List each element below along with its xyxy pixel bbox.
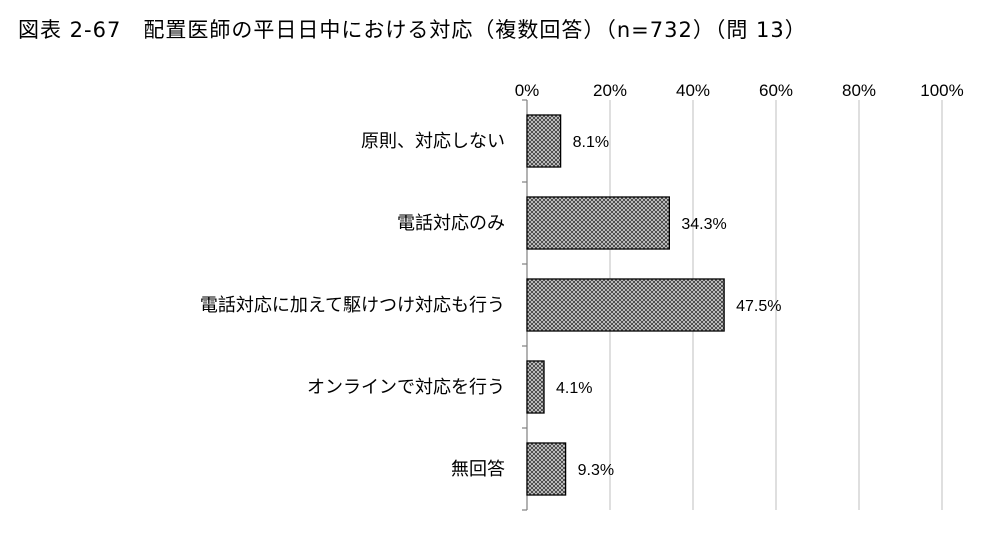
category-label: オンラインで対応を行う bbox=[307, 377, 505, 398]
category-label: 電話対応のみ bbox=[397, 213, 505, 234]
data-label: 4.1% bbox=[556, 380, 592, 397]
x-tick-label: 80% bbox=[842, 81, 876, 100]
x-tick-label: 100% bbox=[920, 81, 963, 100]
x-tick-label: 20% bbox=[593, 81, 627, 100]
x-tick-label: 60% bbox=[759, 81, 793, 100]
data-label: 9.3% bbox=[578, 462, 614, 479]
bar bbox=[526, 278, 725, 332]
bar bbox=[526, 442, 567, 496]
y-axis bbox=[522, 99, 528, 511]
bar bbox=[526, 114, 562, 168]
bar bbox=[526, 196, 670, 250]
data-label: 34.3% bbox=[681, 216, 726, 233]
data-label: 47.5% bbox=[736, 298, 781, 315]
bar bbox=[526, 360, 545, 414]
category-label: 原則、対応しない bbox=[361, 131, 505, 152]
x-tick-label: 0% bbox=[515, 81, 540, 100]
bars bbox=[526, 114, 725, 496]
category-label: 無回答 bbox=[451, 459, 505, 480]
chart-title: 図表 2-67 配置医師の平日日中における対応（複数回答）（n=732）（問 1… bbox=[18, 18, 807, 42]
x-tick-labels: 0% 20% 40% 60% 80% 100% bbox=[515, 81, 964, 100]
data-label: 8.1% bbox=[573, 134, 609, 151]
x-tick-label: 40% bbox=[676, 81, 710, 100]
category-label: 電話対応に加えて駆けつけ対応も行う bbox=[200, 295, 505, 316]
data-labels: 8.1% 34.3% 47.5% 4.1% 9.3% bbox=[556, 134, 781, 479]
category-labels: 原則、対応しない電話対応のみ電話対応に加えて駆けつけ対応も行うオンラインで対応を… bbox=[200, 131, 505, 480]
